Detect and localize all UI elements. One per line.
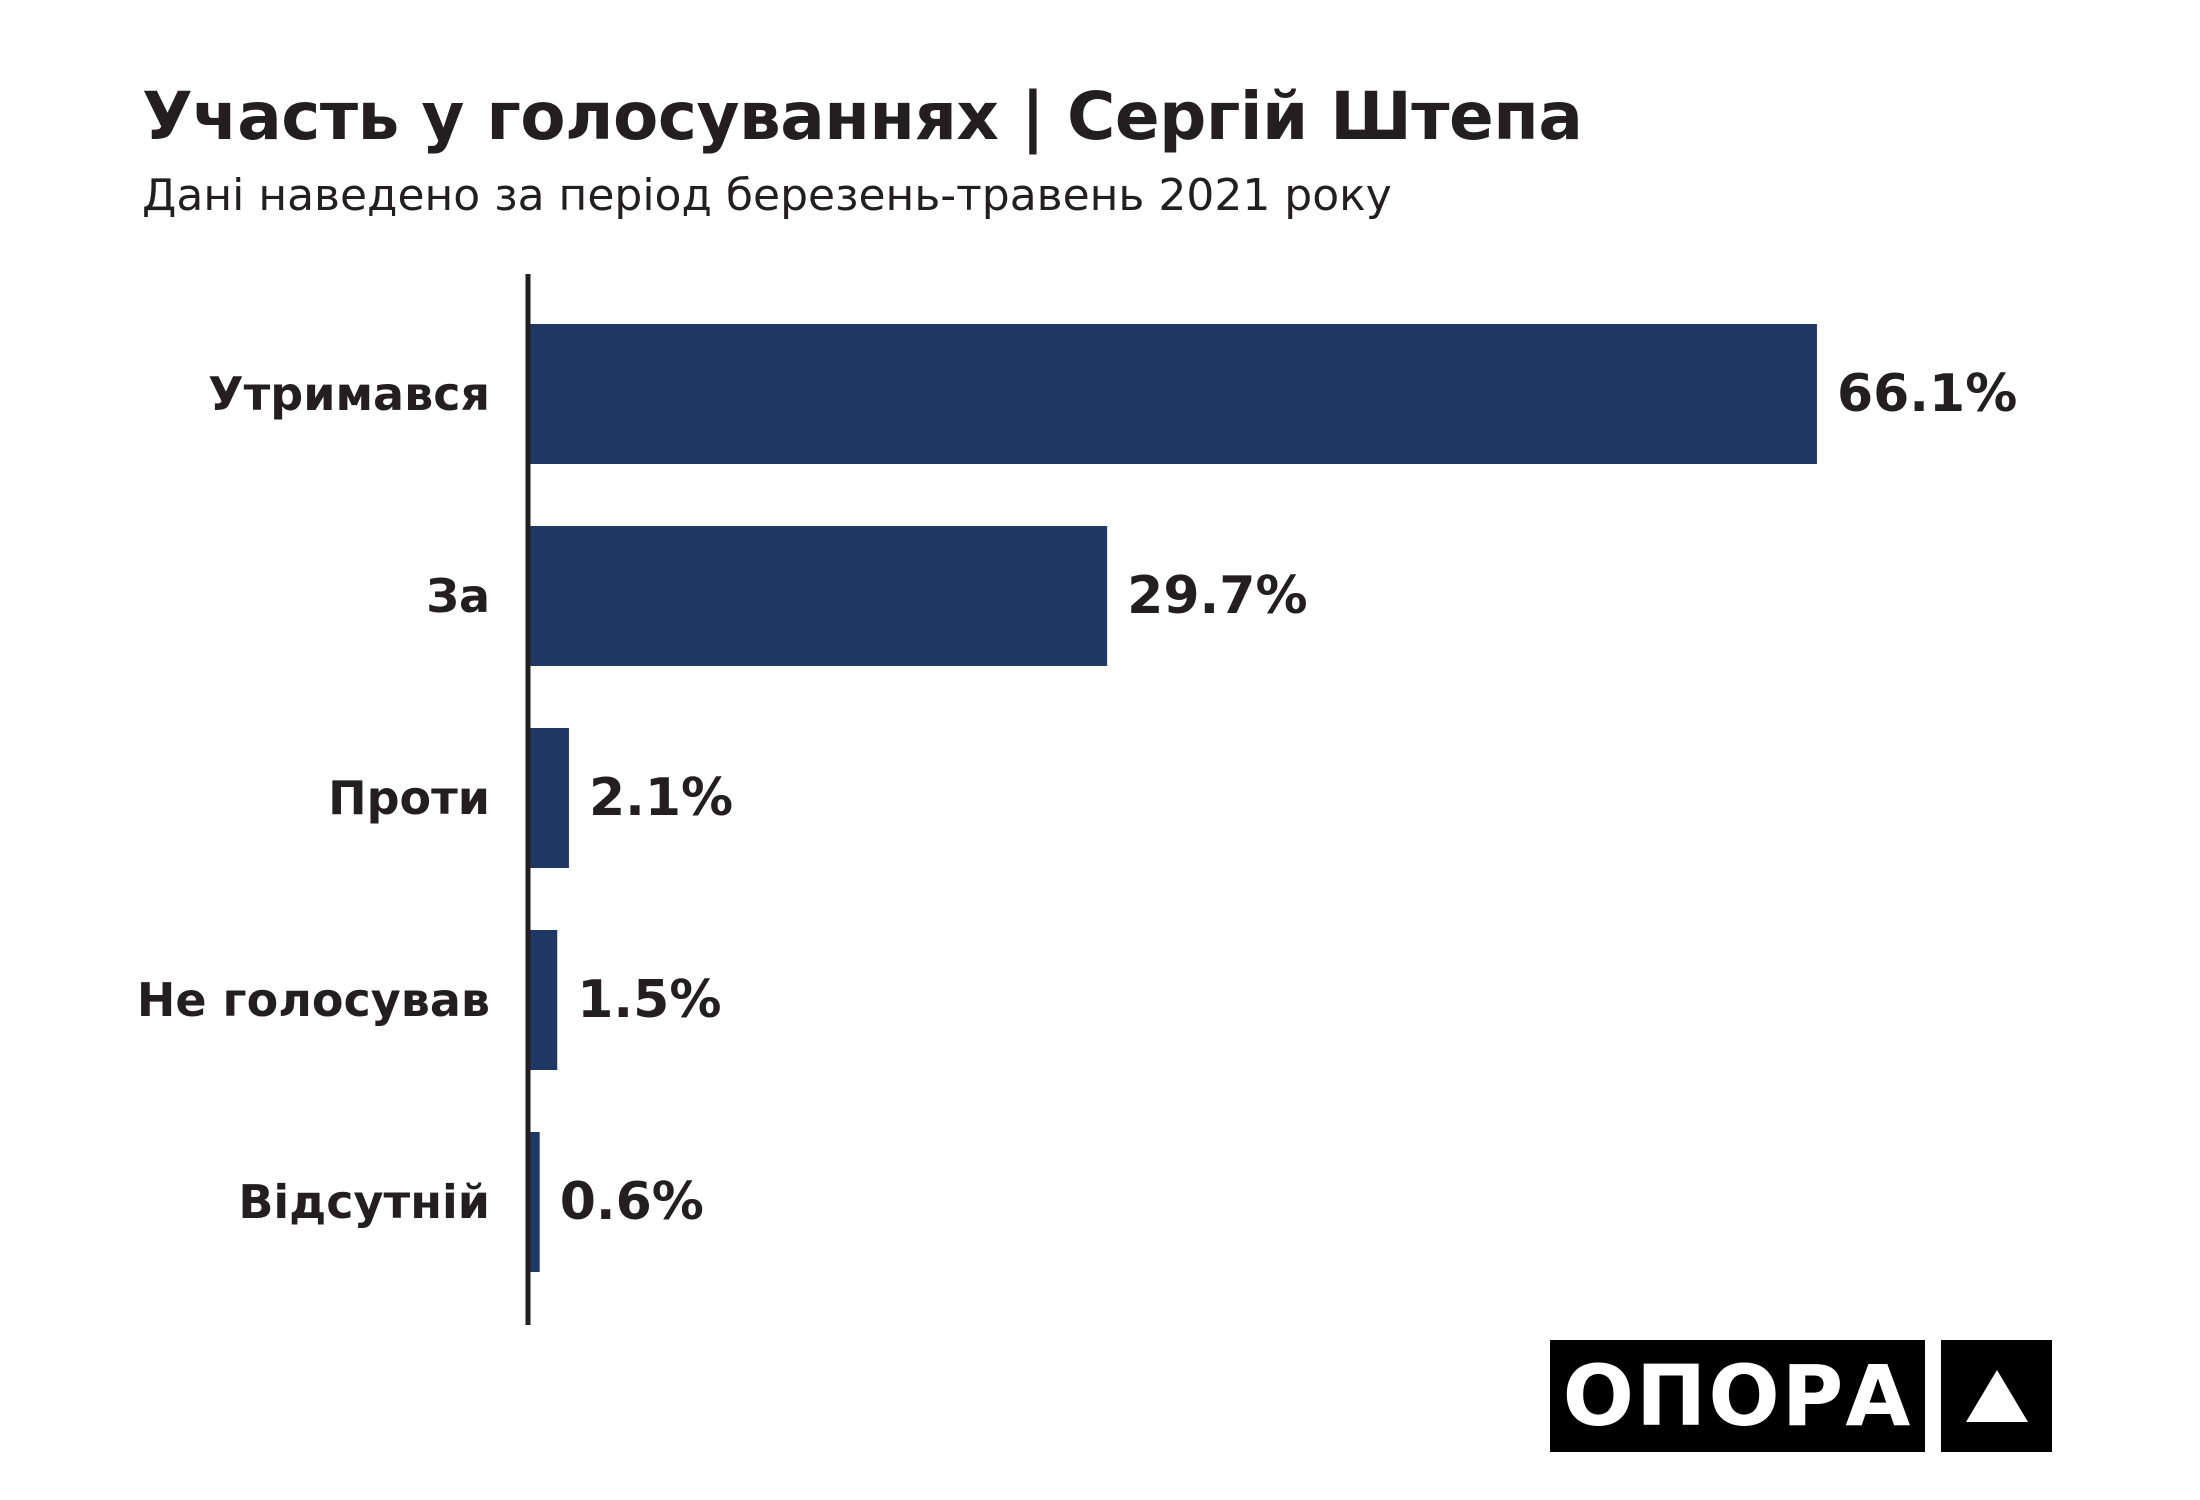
value-label: 2.1% [589, 768, 733, 828]
triangle-icon [1965, 1370, 2028, 1422]
chart-title: Участь у голосуваннях | Сергій Штепа [142, 78, 1583, 155]
bar [528, 324, 1817, 464]
chart-subtitle: Дані наведено за період березень-травень… [142, 170, 1392, 221]
triangle-logo-mark [1941, 1340, 2052, 1452]
category-label: За [426, 569, 490, 623]
category-label: Утримався [208, 367, 490, 421]
value-label: 0.6% [560, 1172, 704, 1232]
logo-text: ОПОРА [1562, 1347, 1913, 1445]
category-label: Не голосував [137, 973, 490, 1027]
bar [528, 526, 1108, 666]
bar [528, 930, 558, 1070]
category-label: Проти [328, 771, 490, 825]
category-label: Відсутній [238, 1175, 490, 1229]
bar [528, 1132, 540, 1272]
value-label: 66.1% [1837, 364, 2017, 424]
opora-logo: ОПОРА [1550, 1340, 1925, 1452]
value-label: 1.5% [577, 970, 721, 1030]
bar [528, 728, 569, 868]
value-label: 29.7% [1127, 566, 1307, 626]
